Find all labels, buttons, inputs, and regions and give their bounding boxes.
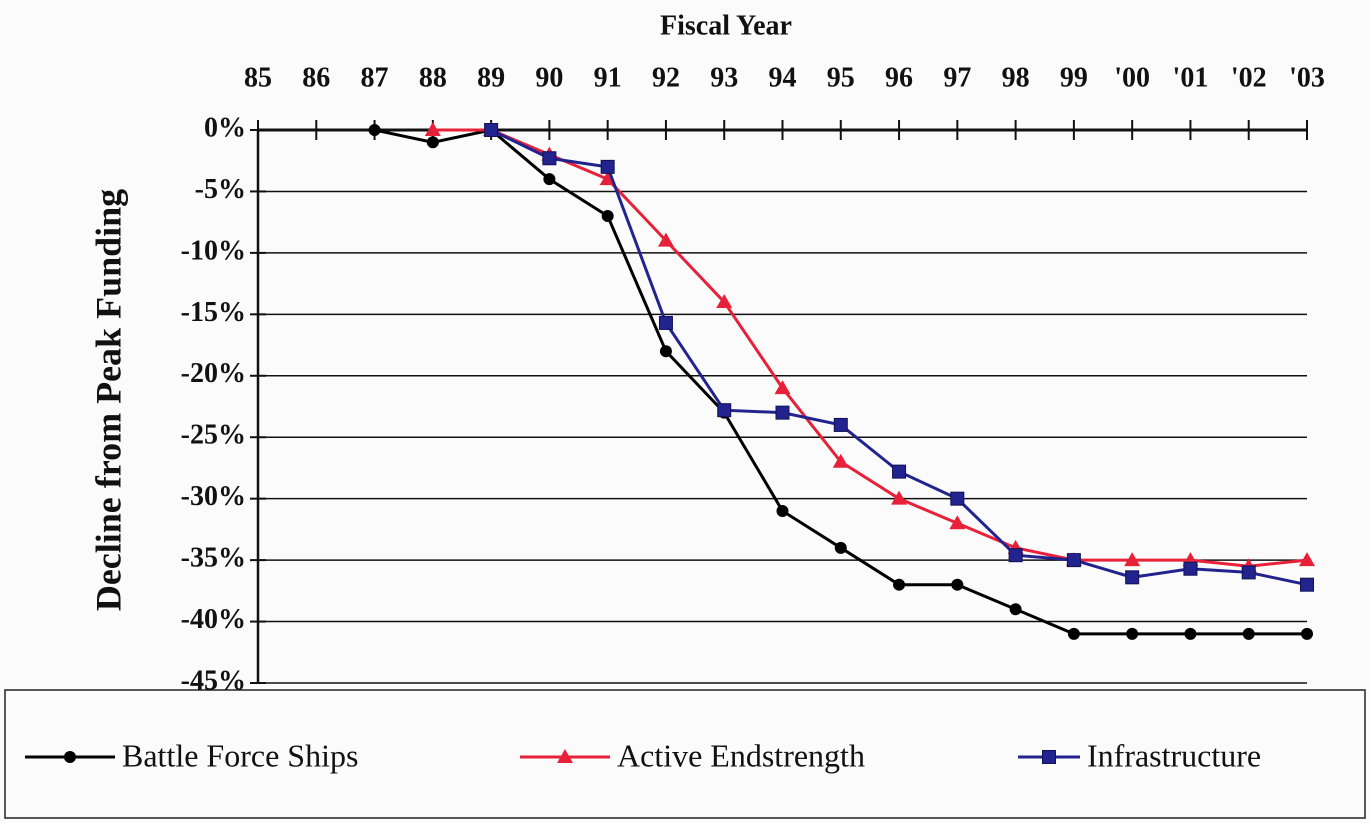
x-tick-label: '03	[1289, 62, 1325, 93]
marker	[891, 490, 908, 505]
marker	[424, 122, 441, 136]
legend-marker	[1042, 750, 1056, 764]
x-tick-label: 98	[1002, 62, 1030, 93]
x-tick-label: '00	[1114, 62, 1150, 93]
marker	[1299, 552, 1315, 567]
marker	[951, 578, 964, 591]
marker	[1184, 627, 1197, 640]
marker	[1124, 552, 1141, 567]
marker	[1300, 577, 1314, 592]
marker	[1125, 570, 1140, 585]
x-tick-label: 94	[769, 62, 797, 93]
x-tick-label: 88	[419, 62, 447, 93]
y-tick-label: -45%	[181, 665, 246, 696]
y-axis-label: Decline from Peak Funding	[88, 189, 128, 611]
x-tick-label: 92	[652, 62, 680, 93]
marker	[893, 578, 906, 591]
x-tick-label: 97	[943, 62, 971, 93]
marker	[775, 405, 790, 420]
x-tick-label: 96	[885, 62, 913, 93]
marker	[950, 491, 965, 506]
legend-marker	[64, 751, 76, 763]
y-tick-label: -15%	[181, 297, 246, 328]
marker	[1009, 603, 1022, 616]
marker	[1066, 553, 1081, 568]
marker	[368, 124, 381, 136]
marker	[657, 232, 674, 247]
marker	[543, 173, 556, 186]
x-tick-label: 95	[827, 62, 855, 93]
y-tick-label: 0%	[204, 112, 246, 143]
x-tick-label: 87	[361, 62, 389, 93]
marker	[949, 515, 966, 530]
marker	[542, 151, 557, 166]
legend-box	[4, 689, 1366, 819]
marker	[892, 464, 907, 479]
series-line	[432, 128, 1308, 568]
legend-label: Active Endstrength	[617, 737, 865, 773]
marker	[716, 294, 733, 309]
y-tick-label: -35%	[181, 543, 246, 574]
y-tick-label: -25%	[181, 420, 246, 451]
marker	[832, 453, 849, 468]
legend-marker	[557, 749, 573, 763]
marker	[426, 136, 439, 149]
x-tick-label: 93	[710, 62, 738, 93]
marker	[833, 417, 848, 432]
x-tick-label: '02	[1231, 62, 1267, 93]
x-tick-label: 85	[244, 62, 272, 93]
y-tick-label: -5%	[195, 174, 246, 205]
marker	[834, 541, 847, 554]
x-tick-label: 99	[1060, 62, 1088, 93]
legend-label: Battle Force Ships	[122, 737, 358, 773]
marker	[484, 123, 499, 137]
marker	[659, 345, 672, 358]
marker	[1301, 627, 1313, 640]
marker	[601, 210, 614, 223]
marker	[1242, 627, 1255, 640]
y-tick-label: -40%	[181, 604, 246, 635]
x-tick-label: 86	[302, 62, 330, 93]
marker	[658, 315, 673, 330]
marker	[1008, 548, 1023, 563]
marker	[1126, 627, 1139, 640]
marker	[1183, 561, 1198, 576]
y-tick-label: -10%	[181, 235, 246, 266]
chart-title: Fiscal Year	[660, 10, 792, 41]
legend-label: Infrastructure	[1087, 737, 1261, 773]
marker	[1067, 627, 1080, 640]
x-tick-label: '01	[1173, 62, 1209, 93]
x-tick-label: 89	[477, 62, 505, 93]
marker	[600, 159, 615, 174]
x-tick-label: 91	[594, 62, 622, 93]
marker	[774, 380, 791, 395]
marker	[1241, 565, 1256, 580]
marker	[717, 403, 732, 418]
marker	[776, 504, 789, 517]
y-tick-label: -30%	[181, 481, 246, 512]
x-tick-label: 90	[535, 62, 563, 93]
y-tick-label: -20%	[181, 358, 246, 389]
